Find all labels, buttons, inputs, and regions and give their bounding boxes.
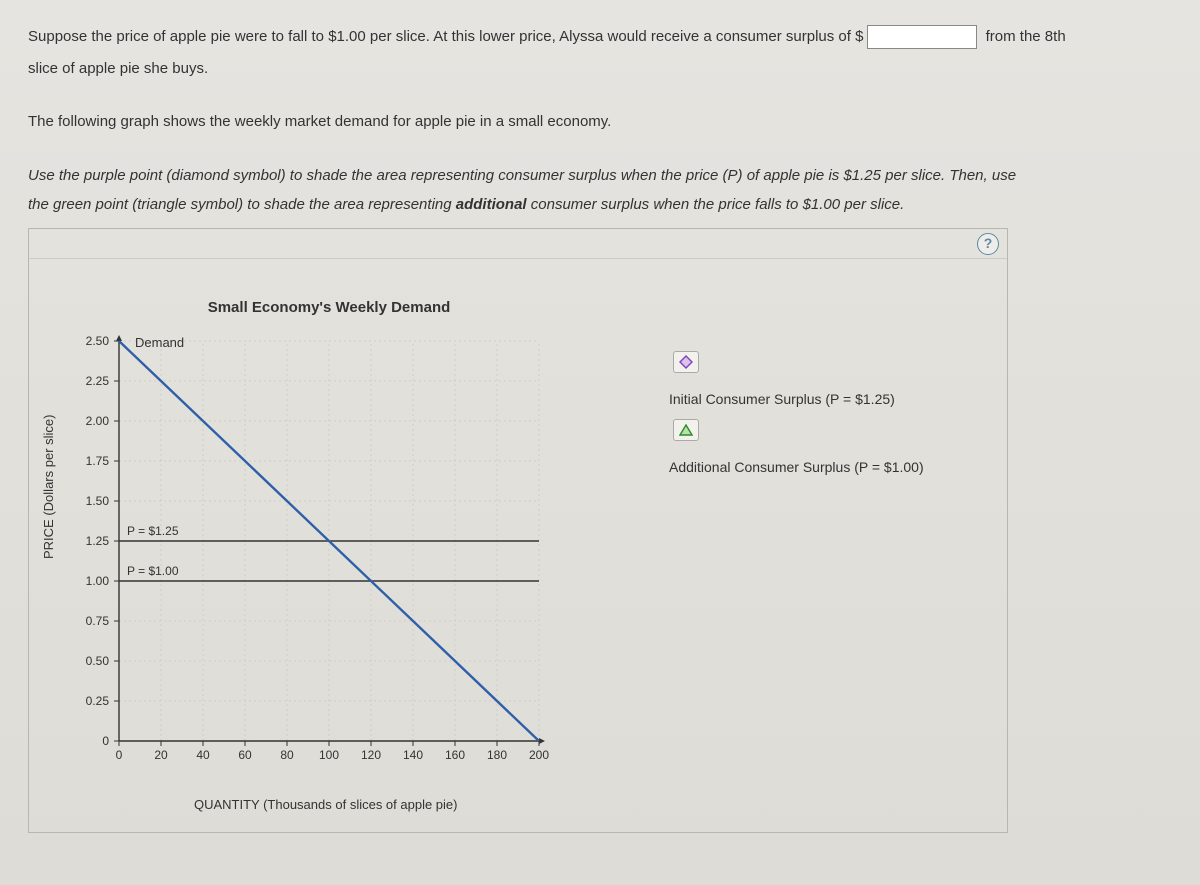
svg-text:0.50: 0.50 <box>86 654 110 668</box>
svg-text:180: 180 <box>487 748 507 762</box>
help-button[interactable]: ? <box>977 233 999 255</box>
svg-text:0: 0 <box>102 734 109 748</box>
svg-text:Demand: Demand <box>135 335 184 350</box>
triangle-icon <box>679 423 693 437</box>
chart-column: Small Economy's Weekly Demand 0 20 40 60 80 1… <box>29 259 629 832</box>
legend-diamond <box>669 351 1007 373</box>
svg-text:P = $1.25: P = $1.25 <box>127 524 179 538</box>
svg-text:80: 80 <box>280 748 294 762</box>
svg-text:60: 60 <box>238 748 252 762</box>
q1-dollar: $ <box>855 28 863 45</box>
instruction-line-1: Use the purple point (diamond symbol) to… <box>28 163 1172 189</box>
graph-panel: ? Small Economy's Weekly Demand 0 20 40 60 8… <box>28 228 1008 833</box>
question-text-1: Suppose the price of apple pie were to f… <box>28 24 1172 50</box>
svg-text:1.75: 1.75 <box>86 454 110 468</box>
x-axis-label: QUANTITY (Thousands of slices of apple p… <box>194 797 458 812</box>
instruction-bold: additional <box>456 196 527 213</box>
svg-text:1.25: 1.25 <box>86 534 110 548</box>
legend-column: Initial Consumer Surplus (P = $1.25) Add… <box>629 259 1007 832</box>
q1-part-a: Suppose the price of apple pie were to f… <box>28 28 851 45</box>
svg-text:140: 140 <box>403 748 423 762</box>
svg-text:1.00: 1.00 <box>86 574 110 588</box>
svg-text:20: 20 <box>154 748 168 762</box>
diamond-icon <box>679 355 693 369</box>
diamond-marker[interactable] <box>673 351 699 373</box>
y-axis-label: PRICE (Dollars per slice) <box>41 414 56 558</box>
svg-text:2.25: 2.25 <box>86 374 110 388</box>
svg-text:0: 0 <box>116 748 123 762</box>
triangle-marker[interactable] <box>673 419 699 441</box>
svg-text:2.50: 2.50 <box>86 334 110 348</box>
svg-text:2.00: 2.00 <box>86 414 110 428</box>
svg-text:P = $1.00: P = $1.00 <box>127 564 179 578</box>
svg-text:40: 40 <box>196 748 210 762</box>
graph-toolbar: ? <box>29 229 1007 259</box>
svg-text:0.25: 0.25 <box>86 694 110 708</box>
surplus-input[interactable] <box>867 25 977 49</box>
svg-text:200: 200 <box>529 748 549 762</box>
svg-text:120: 120 <box>361 748 381 762</box>
svg-text:160: 160 <box>445 748 465 762</box>
svg-text:0.75: 0.75 <box>86 614 110 628</box>
instruction-line-2: the green point (triangle symbol) to sha… <box>28 192 1172 218</box>
legend-triangle <box>669 419 1007 441</box>
question-text-2: The following graph shows the weekly mar… <box>28 109 1172 135</box>
q1-part-c: slice of apple pie she buys. <box>28 56 1172 82</box>
q1-part-b: from the 8th <box>986 28 1066 45</box>
chart-svg[interactable]: 0 20 40 60 80 100 120 140 160 180 200 0 0.25 0.50 0.75… <box>29 331 609 791</box>
legend-initial-label: Initial Consumer Surplus (P = $1.25) <box>669 391 1007 407</box>
svg-text:100: 100 <box>319 748 339 762</box>
svg-text:1.50: 1.50 <box>86 494 110 508</box>
legend-additional-label: Additional Consumer Surplus (P = $1.00) <box>669 459 1007 475</box>
help-icon: ? <box>984 235 993 251</box>
chart-title: Small Economy's Weekly Demand <box>29 259 629 316</box>
